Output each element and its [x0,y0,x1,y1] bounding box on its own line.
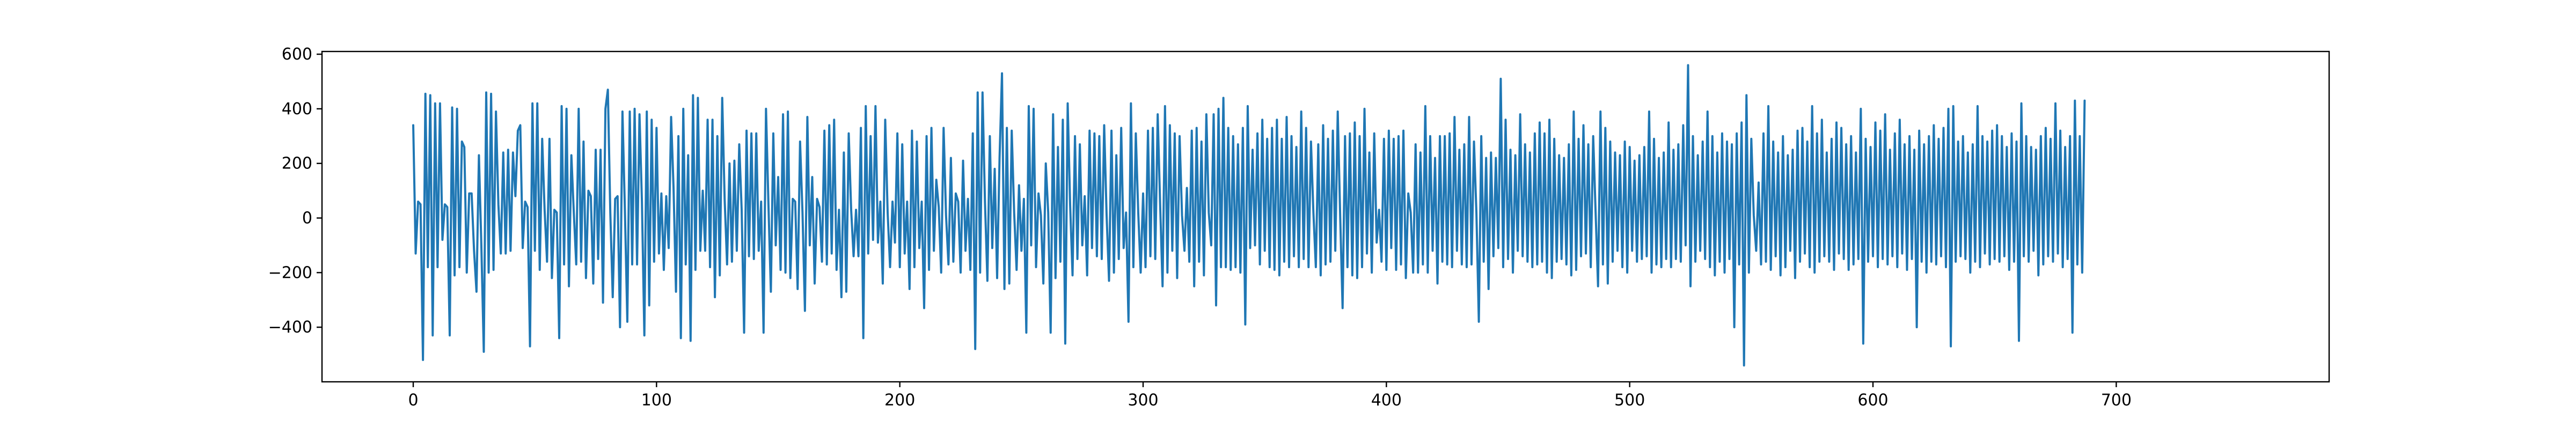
y-tick-label: −200 [268,263,312,282]
x-tick-label: 600 [1857,391,1888,410]
plot-area [412,64,2086,367]
x-tick-label: 700 [2101,391,2132,410]
x-tick-label: 100 [641,391,672,410]
y-tick-label: 200 [282,154,312,173]
y-axis: −400 −200 0 200 400 600 [268,45,322,337]
x-tick-label: 500 [1614,391,1645,410]
x-tick-label: 300 [1128,391,1158,410]
axes-frame [321,50,2330,383]
x-tick-label: 200 [884,391,915,410]
series-line-0 [412,64,2086,367]
x-tick-label: 400 [1371,391,1402,410]
y-tick-label: 400 [282,100,312,119]
y-tick-label: 600 [282,45,312,64]
y-tick-label: 0 [302,209,312,228]
y-tick-label: −400 [268,318,312,337]
x-tick-label: 0 [408,391,418,410]
x-axis: 0 100 200 300 400 500 600 700 [408,382,2132,410]
